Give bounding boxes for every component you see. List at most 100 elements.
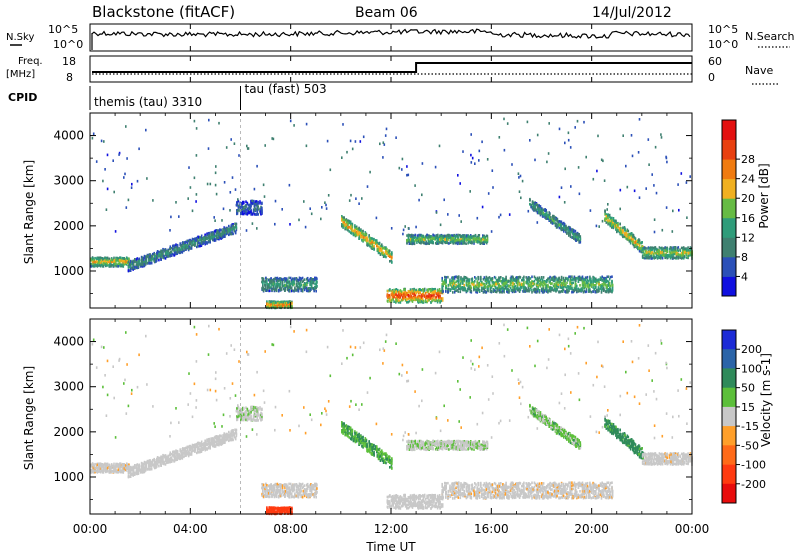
power-cell	[603, 282, 605, 285]
freq-label: Freq.	[18, 56, 43, 67]
power-cell	[528, 281, 530, 284]
power-cell	[224, 235, 226, 238]
power-cell	[432, 241, 434, 244]
power-cell	[465, 242, 467, 245]
power-cell	[463, 284, 465, 287]
power-cell	[373, 242, 375, 245]
power-cell	[163, 255, 165, 258]
power-cell	[206, 237, 208, 240]
power-cell	[415, 298, 417, 301]
power-cell	[396, 298, 398, 301]
power-cell	[639, 242, 641, 245]
power-cell	[611, 275, 613, 278]
power-cell	[212, 239, 214, 242]
power-cell	[495, 277, 497, 280]
power-cell	[590, 278, 592, 281]
power-cell	[601, 279, 603, 282]
power-cell	[612, 287, 614, 290]
power-cell	[563, 280, 565, 283]
power-cell	[373, 248, 375, 251]
power-cell	[544, 290, 546, 293]
freq-unit-label: [MHz]	[6, 69, 35, 80]
power-cell	[573, 233, 575, 236]
power-cell	[224, 229, 226, 232]
power-cell	[415, 291, 417, 294]
power-cell	[666, 251, 668, 254]
power-cell	[505, 286, 507, 289]
power-cell	[415, 239, 417, 242]
power-cell	[549, 213, 551, 216]
power-cell	[551, 282, 553, 285]
power-cell	[541, 276, 543, 279]
power-cell	[635, 241, 637, 244]
power-cell	[566, 232, 568, 235]
power-cell	[645, 247, 647, 250]
power-cell	[458, 290, 460, 293]
power-cell	[603, 289, 605, 292]
power-cell	[243, 210, 245, 213]
power-cell	[472, 279, 474, 282]
power-cell	[273, 286, 275, 289]
power-cell	[547, 291, 549, 294]
power-cell	[389, 296, 391, 299]
station-title: Blackstone (fitACF)	[92, 3, 235, 21]
power-cell	[263, 289, 265, 292]
power-cell	[556, 289, 558, 292]
power-cell	[302, 290, 304, 293]
power-cell	[257, 205, 259, 208]
power-cell	[576, 285, 578, 288]
power-cell	[448, 234, 450, 237]
power-cell	[573, 237, 575, 240]
power-cell	[163, 249, 165, 252]
power-cell	[523, 284, 525, 287]
power-cell	[368, 234, 370, 237]
power-cell	[396, 293, 398, 296]
power-cell	[146, 258, 148, 261]
power-cell	[585, 285, 587, 288]
power-cell	[294, 278, 296, 281]
power-cell	[484, 236, 486, 239]
power-cell	[438, 238, 440, 241]
power-cell	[523, 276, 525, 279]
power-cell	[473, 240, 475, 243]
power-cell	[389, 250, 391, 253]
power-cell	[598, 278, 600, 281]
power-cell	[400, 289, 402, 292]
power-cell	[269, 290, 271, 293]
power-cell	[561, 227, 563, 230]
power-cell	[619, 223, 621, 226]
power-cell	[559, 224, 561, 227]
power-cell	[243, 207, 245, 210]
power-cell	[425, 296, 427, 299]
power-cell	[620, 232, 622, 235]
power-cell	[421, 239, 423, 242]
power-cell	[471, 290, 473, 293]
power-cell	[558, 286, 560, 289]
power-cell	[591, 291, 593, 294]
power-cell	[379, 243, 381, 246]
n-top-tick-left: 10^5	[48, 23, 78, 36]
power-cell	[667, 254, 669, 257]
power-cell	[447, 276, 449, 279]
power-cell	[441, 277, 443, 280]
power-cell	[400, 296, 402, 299]
power-cell	[238, 206, 240, 209]
power-cell	[147, 255, 149, 258]
power-cell	[491, 290, 493, 293]
power-cell	[520, 276, 522, 279]
power-cell	[445, 238, 447, 241]
nave-bottom-tick: 0	[708, 71, 715, 84]
power-cell	[386, 248, 388, 251]
power-cell	[191, 247, 193, 250]
power-cell	[174, 252, 176, 255]
power-cell	[269, 305, 271, 308]
power-cell	[107, 257, 109, 260]
power-cell	[261, 212, 263, 215]
power-cell	[606, 215, 608, 218]
power-cell	[663, 254, 665, 257]
power-cell	[138, 266, 140, 269]
power-cell	[257, 208, 259, 211]
power-cell	[468, 282, 470, 285]
power-cell	[177, 244, 179, 247]
power-cell	[423, 241, 425, 244]
